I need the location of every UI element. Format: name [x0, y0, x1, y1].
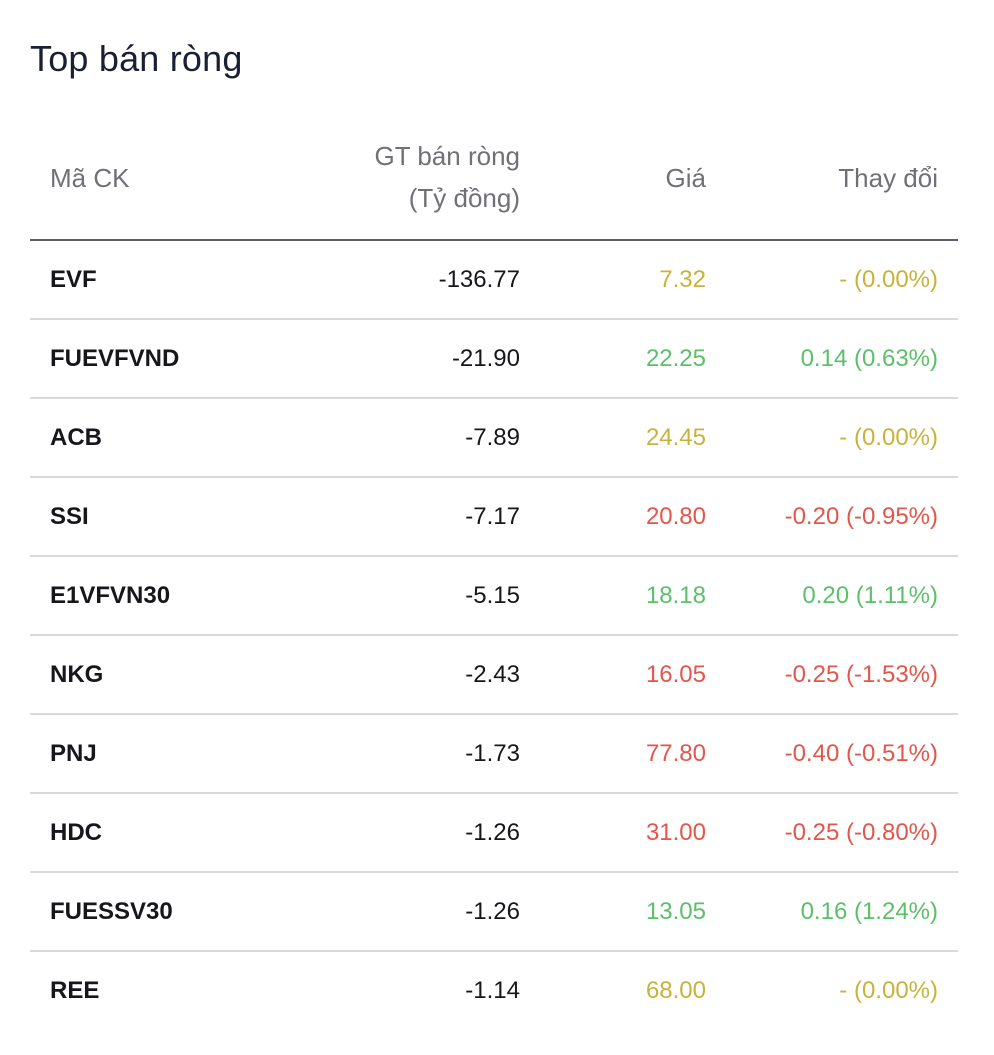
net-sell-table: Mã CK GT bán ròng (Tỷ đồng) Giá Thay đổi… — [30, 122, 958, 1029]
net-sell-value: -1.14 — [465, 977, 520, 1004]
price-change: -0.25 (-0.80%) — [784, 819, 938, 846]
table-row[interactable]: FUEVFVND -21.90 22.25 0.14 (0.63%) — [30, 320, 958, 399]
widget-title: Top bán ròng — [30, 38, 243, 79]
table-body: EVF -136.77 7.32 - (0.00%) FUEVFVND -21.… — [30, 241, 958, 1029]
price-change: -0.20 (-0.95%) — [784, 503, 938, 530]
net-sell-value: -1.73 — [465, 740, 520, 767]
column-header-code: Mã CK — [50, 163, 130, 193]
price-change: 0.20 (1.11%) — [802, 582, 938, 609]
price: 13.05 — [645, 898, 706, 925]
stock-code[interactable]: HDC — [50, 819, 102, 846]
net-sell-value: -7.89 — [465, 424, 520, 451]
table-row[interactable]: HDC -1.26 31.00 -0.25 (-0.80%) — [30, 794, 958, 873]
table-row[interactable]: FUESSV30 -1.26 13.05 0.16 (1.24%) — [30, 873, 958, 952]
column-header-net-sell-value-unit: (Tỷ đồng) — [408, 183, 520, 213]
price: 22.25 — [645, 345, 706, 372]
net-sell-value: -21.90 — [451, 345, 520, 372]
price: 16.05 — [645, 661, 706, 688]
price: 31.00 — [645, 819, 706, 846]
price-change: - (0.00%) — [839, 977, 938, 1004]
net-sell-value: -7.17 — [465, 503, 520, 530]
stock-code[interactable]: NKG — [50, 661, 104, 688]
stock-code[interactable]: EVF — [50, 266, 97, 293]
price: 68.00 — [645, 977, 706, 1004]
table-row[interactable]: REE -1.14 68.00 - (0.00%) — [30, 952, 958, 1029]
stock-code[interactable]: ACB — [50, 424, 102, 451]
column-header-price: Giá — [665, 163, 706, 193]
table-row[interactable]: PNJ -1.73 77.80 -0.40 (-0.51%) — [30, 715, 958, 794]
price-change: - (0.00%) — [839, 266, 938, 293]
price-change: -0.25 (-1.53%) — [784, 661, 938, 688]
stock-code[interactable]: FUEVFVND — [50, 345, 180, 372]
price-change: -0.40 (-0.51%) — [784, 740, 938, 767]
price: 20.80 — [645, 503, 706, 530]
table-row[interactable]: SSI -7.17 20.80 -0.20 (-0.95%) — [30, 478, 958, 557]
net-sell-value: -1.26 — [465, 898, 520, 925]
stock-code[interactable]: PNJ — [50, 740, 97, 767]
net-sell-value: -2.43 — [465, 661, 520, 688]
stock-code[interactable]: REE — [50, 977, 100, 1004]
stock-code[interactable]: FUESSV30 — [50, 898, 173, 925]
table-row[interactable]: ACB -7.89 24.45 - (0.00%) — [30, 399, 958, 478]
column-header-net-sell-value-line1: GT bán ròng — [374, 141, 520, 171]
net-sell-value: -136.77 — [438, 266, 520, 293]
net-sell-value: -5.15 — [465, 582, 520, 609]
price-change: 0.14 (0.63%) — [800, 345, 938, 372]
price: 7.32 — [659, 266, 706, 293]
table-row[interactable]: EVF -136.77 7.32 - (0.00%) — [30, 241, 958, 320]
stock-code[interactable]: SSI — [50, 503, 89, 530]
stock-code[interactable]: E1VFVN30 — [50, 582, 171, 609]
price-change: 0.16 (1.24%) — [800, 898, 938, 925]
price-change: - (0.00%) — [839, 424, 938, 451]
net-sell-value: -1.26 — [465, 819, 520, 846]
table-row[interactable]: NKG -2.43 16.05 -0.25 (-1.53%) — [30, 636, 958, 715]
price: 18.18 — [645, 582, 706, 609]
price: 77.80 — [645, 740, 706, 767]
column-header-net-sell-value: GT bán ròng (Tỷ đồng) — [374, 135, 520, 219]
table-header: Mã CK GT bán ròng (Tỷ đồng) Giá Thay đổi — [30, 122, 958, 241]
column-header-change: Thay đổi — [838, 163, 938, 193]
price: 24.45 — [645, 424, 706, 451]
table-row[interactable]: E1VFVN30 -5.15 18.18 0.20 (1.11%) — [30, 557, 958, 636]
